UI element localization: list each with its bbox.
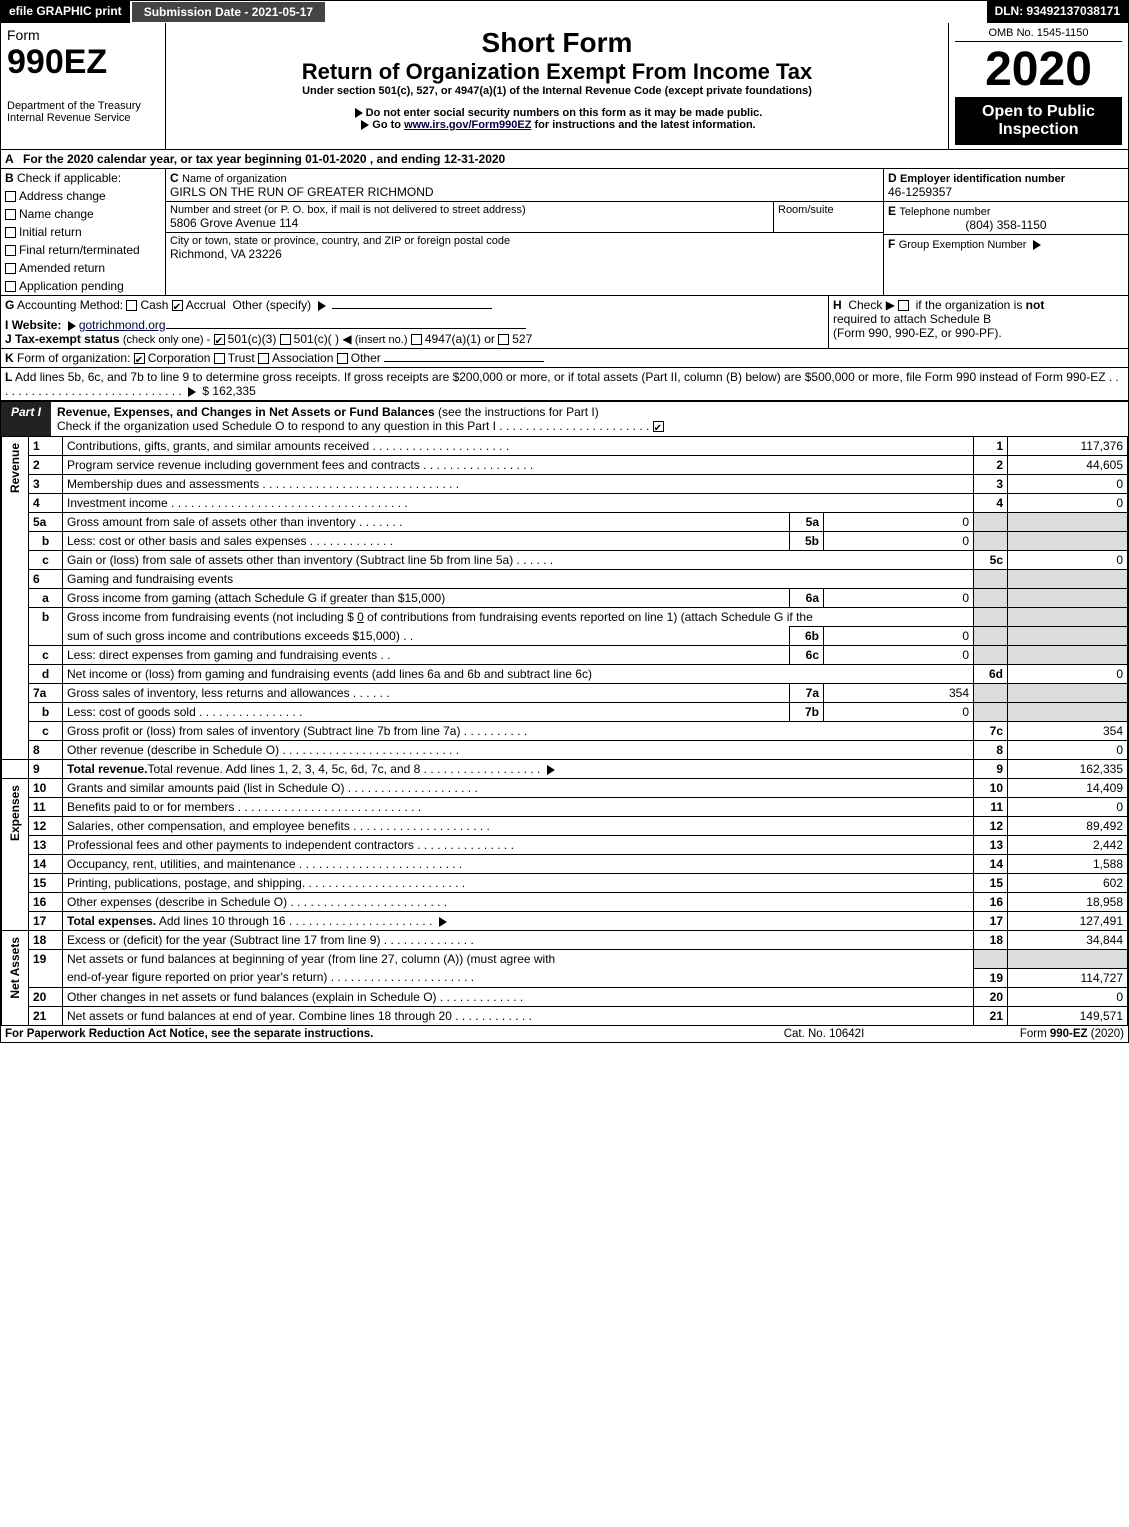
chk-cash[interactable]: [126, 300, 137, 311]
triangle-icon: [318, 301, 326, 311]
footer-left: For Paperwork Reduction Act Notice, see …: [5, 1028, 724, 1040]
irs-link[interactable]: www.irs.gov/Form990EZ: [404, 119, 531, 131]
line-A-text: For the 2020 calendar year, or tax year …: [19, 150, 1128, 168]
form-990ez-page: efile GRAPHIC print Submission Date - 20…: [0, 0, 1129, 1043]
section-revenue-label: Revenue: [6, 439, 24, 497]
part1-header: Part I Revenue, Expenses, and Changes in…: [1, 401, 1128, 437]
line-K: K Form of organization: Corporation Trus…: [1, 349, 1128, 368]
triangle-icon: [1033, 240, 1041, 250]
note-ssn: Do not enter social security numbers on …: [172, 107, 942, 119]
top-bar: efile GRAPHIC print Submission Date - 20…: [1, 1, 1128, 23]
chk-schedule-o[interactable]: [653, 421, 664, 432]
dln-label: DLN: 93492137038171: [987, 1, 1128, 23]
footer-right: Form 990-EZ (2020): [924, 1028, 1124, 1040]
tax-year: 2020: [955, 42, 1122, 97]
B-label: Check if applicable:: [17, 171, 121, 185]
chk-application-pending[interactable]: [5, 281, 16, 292]
chk-association[interactable]: [258, 353, 269, 364]
block-BCDEF: B Check if applicable: Address change Na…: [1, 169, 1128, 296]
triangle-icon: [188, 387, 196, 397]
line-G-H: G Accounting Method: Cash Accrual Other …: [1, 296, 1128, 349]
submission-date-button[interactable]: Submission Date - 2021-05-17: [131, 1, 326, 23]
chk-amended-return[interactable]: [5, 263, 16, 274]
chk-initial-return[interactable]: [5, 227, 16, 238]
chk-accrual[interactable]: [172, 300, 183, 311]
org-city: Richmond, VA 23226: [170, 247, 879, 261]
triangle-icon: [439, 917, 447, 927]
page-footer: For Paperwork Reduction Act Notice, see …: [1, 1026, 1128, 1042]
chk-schedule-b[interactable]: [898, 300, 909, 311]
section-netassets-label: Net Assets: [6, 933, 24, 1003]
subtitle: Under section 501(c), 527, or 4947(a)(1)…: [172, 85, 942, 97]
ein-value: 46-1259357: [888, 185, 1124, 199]
room-suite-label: Room/suite: [773, 202, 883, 232]
triangle-icon: [68, 321, 76, 331]
chk-final-return[interactable]: [5, 245, 16, 256]
form-word: Form: [7, 27, 159, 43]
triangle-icon: [355, 108, 363, 118]
omb-number: OMB No. 1545-1150: [955, 27, 1122, 42]
phone-value: (804) 358-1150: [888, 218, 1124, 232]
chk-501c3[interactable]: [214, 334, 225, 345]
form-header: Form 990EZ Department of the Treasury In…: [1, 23, 1128, 150]
line-L: L Add lines 5b, 6c, and 7b to line 9 to …: [1, 368, 1128, 401]
chk-other-org[interactable]: [337, 353, 348, 364]
line-A: A For the 2020 calendar year, or tax yea…: [1, 150, 1128, 169]
chk-address-change[interactable]: [5, 191, 16, 202]
section-expenses-label: Expenses: [6, 781, 24, 845]
gross-receipts: $ 162,335: [202, 384, 255, 398]
chk-501c[interactable]: [280, 334, 291, 345]
part1-grid: Revenue 1 Contributions, gifts, grants, …: [1, 437, 1128, 1026]
chk-4947a1[interactable]: [411, 334, 422, 345]
note-goto: Go to www.irs.gov/Form990EZ for instruct…: [172, 119, 942, 131]
title-short-form: Short Form: [172, 27, 942, 59]
chk-corporation[interactable]: [134, 353, 145, 364]
efile-print-button[interactable]: efile GRAPHIC print: [1, 1, 131, 23]
topbar-spacer: [326, 1, 986, 23]
triangle-icon: [547, 765, 555, 775]
chk-name-change[interactable]: [5, 209, 16, 220]
website-link[interactable]: gotrichmond.org: [79, 318, 166, 332]
cat-no: Cat. No. 10642I: [724, 1028, 924, 1040]
chk-trust[interactable]: [214, 353, 225, 364]
org-name: GIRLS ON THE RUN OF GREATER RICHMOND: [170, 185, 879, 199]
irs-label: Internal Revenue Service: [7, 112, 159, 124]
title-return: Return of Organization Exempt From Incom…: [172, 59, 942, 85]
chk-527[interactable]: [498, 334, 509, 345]
form-number: 990EZ: [7, 43, 159, 82]
dept-label: Department of the Treasury: [7, 100, 159, 112]
open-to-public: Open to Public Inspection: [955, 97, 1122, 145]
org-address: 5806 Grove Avenue 114: [170, 216, 769, 230]
triangle-icon: [361, 120, 369, 130]
